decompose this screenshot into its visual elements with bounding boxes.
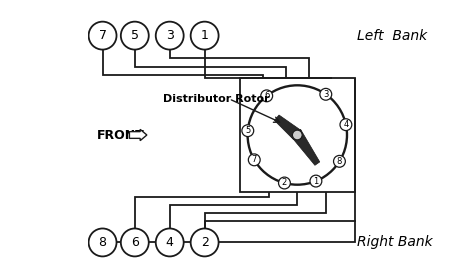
Circle shape [89, 228, 117, 256]
Text: FRONT: FRONT [96, 129, 144, 141]
Text: 7: 7 [99, 29, 107, 42]
Circle shape [320, 88, 332, 100]
Polygon shape [291, 129, 320, 165]
Text: 4: 4 [166, 236, 174, 249]
Text: 6: 6 [131, 236, 139, 249]
Text: Left  Bank: Left Bank [357, 29, 428, 43]
Circle shape [191, 22, 219, 50]
Circle shape [89, 22, 117, 50]
Text: Right Bank: Right Bank [357, 235, 433, 249]
Text: 5: 5 [245, 126, 250, 135]
Text: 7: 7 [252, 155, 257, 164]
Circle shape [242, 125, 254, 137]
Text: 2: 2 [201, 236, 208, 249]
Circle shape [191, 228, 219, 256]
Polygon shape [274, 115, 301, 140]
Text: Distributor Rotor: Distributor Rotor [163, 94, 270, 104]
Circle shape [121, 22, 149, 50]
Circle shape [248, 154, 260, 166]
Circle shape [121, 228, 149, 256]
Circle shape [279, 177, 290, 189]
Circle shape [340, 119, 352, 131]
Text: 8: 8 [337, 157, 342, 166]
Circle shape [292, 130, 302, 140]
Text: 1: 1 [201, 29, 208, 42]
Text: 8: 8 [99, 236, 107, 249]
Bar [240, 78, 355, 192]
Circle shape [310, 175, 322, 187]
Text: 1: 1 [313, 177, 319, 185]
Text: 4: 4 [343, 120, 349, 129]
Circle shape [156, 228, 184, 256]
Circle shape [333, 156, 345, 167]
Text: 5: 5 [131, 29, 139, 42]
Circle shape [156, 22, 184, 50]
Circle shape [248, 85, 347, 185]
Text: 3: 3 [166, 29, 174, 42]
FancyArrow shape [130, 129, 147, 141]
Text: 6: 6 [264, 91, 270, 100]
Text: 3: 3 [323, 90, 328, 99]
Circle shape [261, 90, 273, 102]
Text: 2: 2 [282, 178, 287, 187]
